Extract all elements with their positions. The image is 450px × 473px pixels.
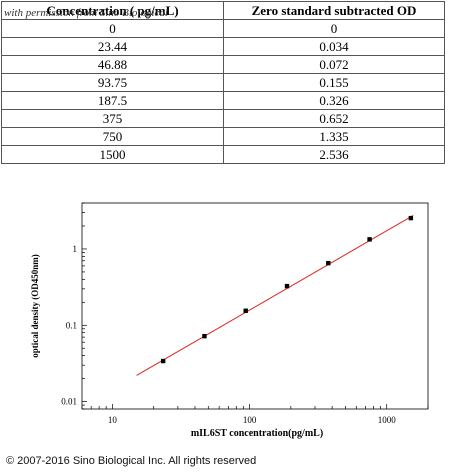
plot-frame: [81, 202, 429, 410]
data-table: Concentration ( pg/mL) with permission f…: [1, 1, 445, 164]
table-cell: 0.034: [223, 37, 445, 56]
table-cell: 23.44: [1, 37, 224, 56]
table-cell: 750: [1, 127, 224, 146]
axis-ticks: [81, 202, 429, 410]
standard-curve-chart: 10 100 1000 0.01 0.1 1 mIL6ST concentration(p…: [30, 202, 429, 439]
data-point: [202, 333, 207, 339]
tick-labels: 10 100 1000 0.01 0.1 1: [61, 244, 396, 425]
table-row: 93.75 0.155: [1, 73, 445, 92]
x-tick-label: 10: [108, 415, 118, 425]
data-point: [160, 358, 166, 364]
table-cell: 1.335: [223, 127, 445, 146]
table-row: 750 1.335: [1, 127, 445, 146]
table-cell: 0: [223, 19, 445, 38]
fit-line: [136, 214, 414, 376]
x-tick-label: 1000: [378, 415, 397, 425]
data-point: [408, 215, 414, 221]
data-point: [284, 283, 290, 289]
x-tick-label: 100: [243, 415, 257, 425]
table-cell: 0.652: [223, 109, 445, 128]
y-tick-label: 1: [73, 244, 78, 254]
y-tick-label: 0.1: [66, 320, 77, 330]
table-row: 187.5 0.326: [1, 91, 445, 110]
table-cell: 0.326: [223, 91, 445, 110]
table-cell: 0.072: [223, 55, 445, 74]
y-tick-label: 0.01: [61, 397, 77, 407]
data-point: [326, 260, 331, 266]
data-point: [243, 308, 248, 313]
data-point: [367, 237, 372, 242]
table-header-row: Concentration ( pg/mL) with permission f…: [1, 1, 445, 20]
table-cell: 93.75: [1, 73, 224, 92]
table-cell: 375: [1, 109, 224, 128]
table-row: 23.44 0.034: [1, 37, 445, 56]
header-concentration: Concentration ( pg/mL) with permission f…: [1, 1, 224, 20]
table-cell: 0.155: [223, 73, 445, 92]
table-cell: 2.536: [223, 145, 445, 164]
table-cell: 46.88: [1, 55, 224, 74]
table-row: 46.88 0.072: [1, 55, 445, 74]
y-axis-label: optical density (OD450nm): [30, 254, 40, 358]
table-cell: 1500: [1, 145, 224, 164]
header-od: Zero standard subtracted OD: [223, 1, 445, 20]
header-concentration-label: Concentration ( pg/mL): [46, 2, 179, 18]
table-row: 375 0.652: [1, 109, 445, 128]
table-cell: 187.5: [1, 91, 224, 110]
data-points: [160, 215, 414, 364]
copyright-text: © 2007-2016 Sino Biological Inc. All rig…: [6, 455, 257, 467]
table-cell: 0: [1, 19, 224, 38]
x-axis-label: mIL6ST concentration(pg/mL): [191, 428, 323, 439]
table-row: 1500 2.536: [1, 145, 445, 164]
